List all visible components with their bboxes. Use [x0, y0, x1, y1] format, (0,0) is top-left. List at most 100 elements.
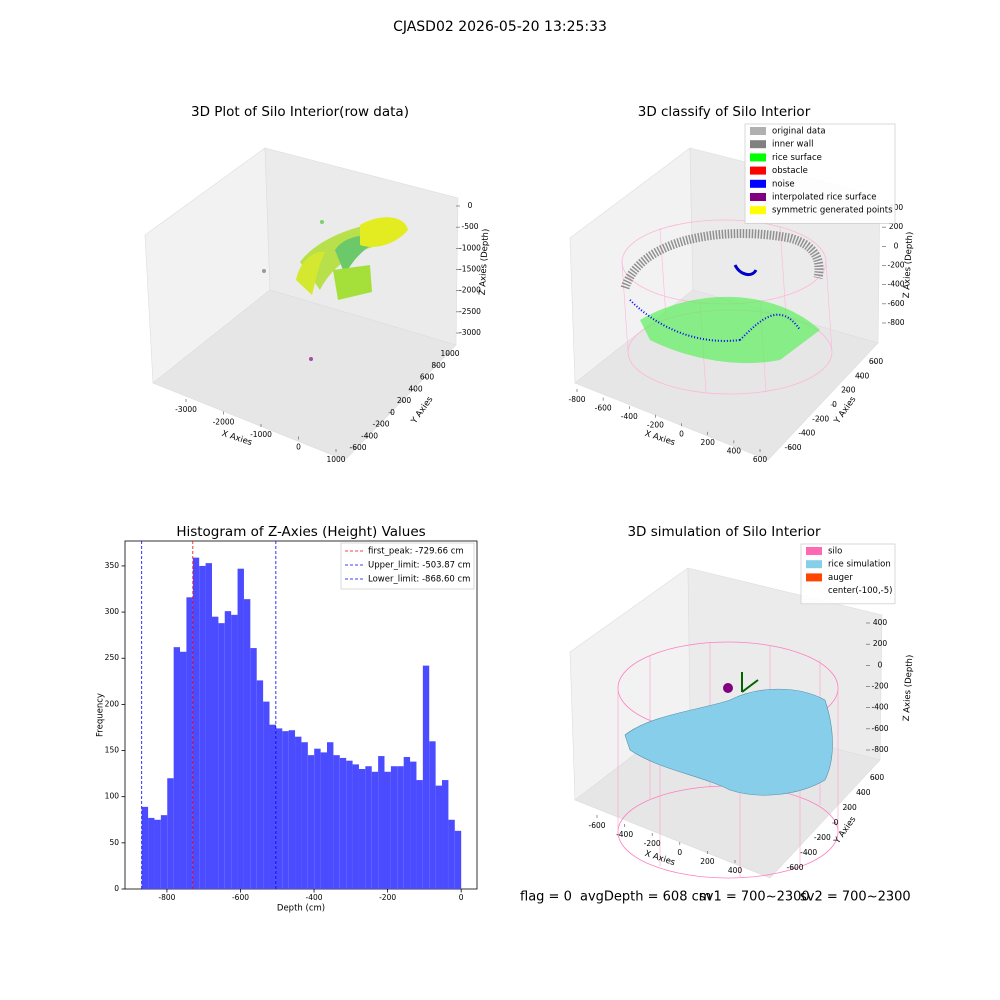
y-tick-label: 200 — [105, 699, 120, 708]
histogram-bar — [160, 815, 168, 889]
histogram-bar — [282, 731, 289, 889]
x-tick-label: 200 — [700, 857, 715, 866]
y-tick-label: 400 — [856, 788, 871, 797]
figure-title: CJASD02 2026-05-20 13:25:33 — [393, 19, 607, 35]
y-tick-label: 200 — [841, 386, 856, 395]
legend-swatch — [750, 153, 766, 162]
histogram-bar — [186, 597, 193, 889]
classified-points — [620, 219, 833, 395]
y-tick-label: 100 — [105, 792, 120, 801]
legend-label: interpolated rice surface — [772, 193, 877, 203]
y-tick-label: 200 — [397, 396, 412, 405]
x-tick-label: 400 — [728, 866, 743, 875]
y-tick-label: 0 — [834, 818, 839, 827]
z-tick-label: -2000 — [459, 286, 481, 295]
x-tick-label: -200 — [647, 421, 664, 430]
x-tick-label: 0 — [459, 893, 464, 902]
histogram-bar — [205, 563, 212, 889]
histogram-bar — [180, 651, 187, 889]
histogram-bar — [403, 757, 411, 889]
chart-title: Histogram of Z-Axies (Height) Values — [176, 524, 425, 540]
x-tick-label: 0 — [677, 848, 682, 857]
histogram-bar — [416, 780, 423, 889]
legend-label: noise — [772, 179, 795, 189]
histogram-bar — [448, 819, 455, 889]
legend-label: auger — [828, 573, 853, 583]
legend-swatch — [750, 140, 766, 149]
histogram-bar — [250, 648, 257, 889]
y-tick-label: 150 — [105, 746, 120, 755]
y-tick-label: 200 — [843, 803, 858, 812]
histogram-bar — [435, 785, 443, 889]
status-flag: flag = 0 — [520, 890, 572, 905]
chart-title: 3D classify of Silo Interior — [638, 104, 811, 120]
y-tick-label: 400 — [855, 371, 870, 380]
y-tick-label: -600 — [349, 443, 366, 452]
z-tick-label: 0 — [468, 201, 473, 210]
y-tick-label: -400 — [800, 848, 817, 857]
z-tick-label: -600 — [887, 299, 904, 308]
histogram-bar — [237, 568, 244, 889]
y-tick-label: -600 — [784, 443, 801, 452]
legend-label: rice surface — [772, 153, 822, 163]
y-tick-label: 0 — [390, 408, 395, 417]
histogram-bar — [314, 748, 321, 889]
z-tick-label: 200 — [873, 639, 888, 648]
status-sv1: sv1 = 700~2300 — [699, 890, 810, 905]
histogram-bar — [148, 817, 155, 889]
histogram-bar — [397, 766, 404, 889]
z-tick-label: -800 — [887, 318, 904, 327]
z-tick-label: 400 — [873, 618, 888, 627]
legend-box — [744, 123, 896, 224]
y-tick-label: 600 — [869, 357, 884, 366]
legend-label: center(-100,-5) — [828, 586, 892, 596]
histogram-bar — [192, 557, 200, 889]
y-tick-label: 50 — [109, 838, 119, 847]
z-tick-label: -400 — [887, 280, 904, 289]
legend-label: silo — [828, 547, 842, 557]
histogram-bar — [211, 616, 219, 889]
histogram-bar — [358, 769, 366, 889]
x-tick-label: 200 — [701, 438, 716, 447]
y-tick-label: 300 — [105, 607, 120, 616]
histogram-bar — [320, 752, 328, 889]
histogram-bar — [390, 766, 398, 889]
y-tick-label: 250 — [105, 653, 120, 662]
x-axis-label: Depth (cm) — [277, 904, 325, 914]
y-tick-label: 600 — [420, 373, 435, 382]
histogram-bar — [442, 780, 449, 889]
x-tick-label: 0 — [679, 429, 684, 438]
x-tick-label: -800 — [568, 395, 585, 404]
legend-swatch — [750, 166, 766, 175]
y-tick-label: 350 — [105, 561, 120, 570]
x-tick-label: -600 — [595, 404, 612, 413]
histogram-bar — [243, 599, 251, 889]
histogram-bar — [269, 724, 276, 889]
legend-swatch — [806, 560, 822, 569]
y-tick-label: -400 — [798, 429, 815, 438]
z-tick-label: -200 — [887, 261, 904, 270]
z-tick-label: -1500 — [459, 265, 481, 274]
z-tick-label: -500 — [461, 222, 478, 231]
z-tick-label: 400 — [889, 203, 904, 212]
x-tick-label: 0 — [296, 443, 301, 452]
histogram-bar — [275, 728, 283, 889]
z-tick-label: -3000 — [459, 328, 481, 337]
legend-swatch — [750, 206, 766, 215]
chart-title: 3D Plot of Silo Interior(row data) — [191, 104, 409, 120]
legend-label: rice simulation — [828, 560, 891, 570]
histogram-bar — [346, 760, 353, 889]
x-tick-label: -200 — [379, 893, 396, 902]
status-bar: flag = 0 avgDepth = 608 cm sv1 = 700~230… — [520, 890, 911, 905]
histogram-bar — [352, 764, 359, 889]
histogram-bar — [410, 761, 417, 889]
z-tick-label: -400 — [871, 703, 888, 712]
x-tick-label: 1000 — [326, 455, 345, 464]
z-tick-label: -800 — [871, 745, 888, 754]
legend-label: symmetric generated points — [772, 206, 893, 216]
histogram-bar — [384, 771, 391, 889]
y-tick-label: 0 — [832, 400, 837, 409]
histogram-bar — [333, 755, 340, 889]
legend-label: original data — [772, 127, 826, 137]
